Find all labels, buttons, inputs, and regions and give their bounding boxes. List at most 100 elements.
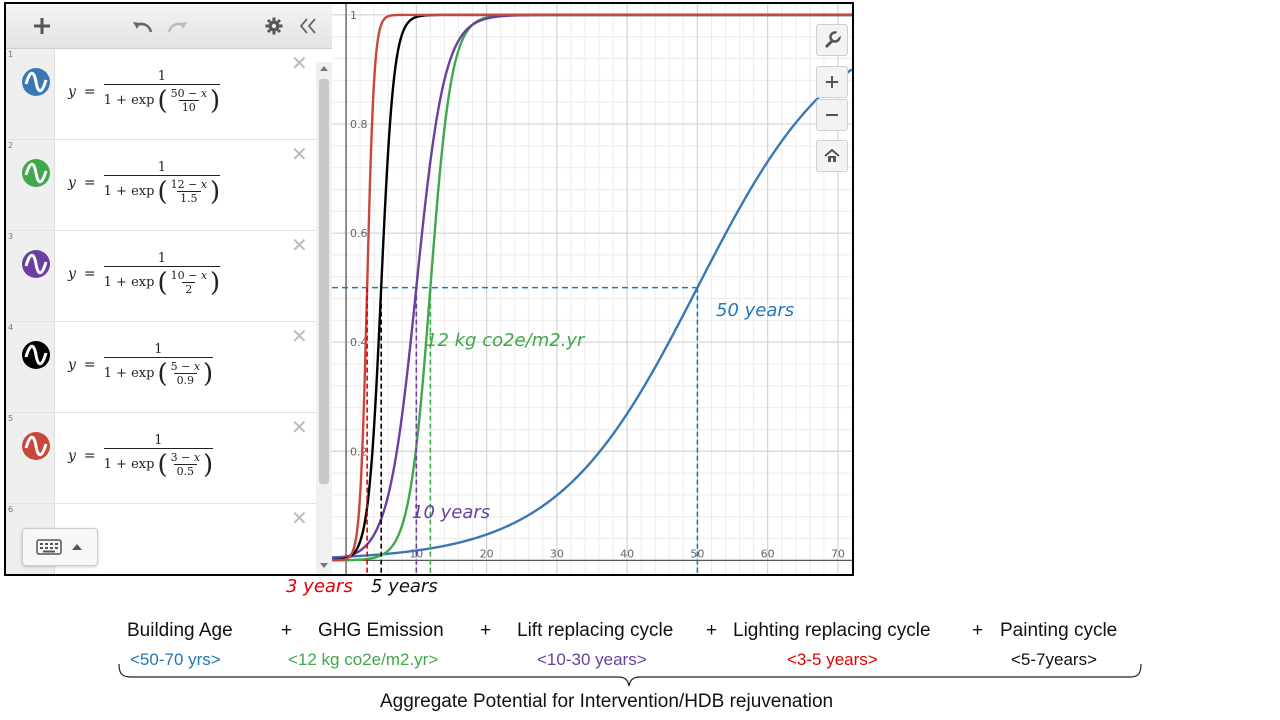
zoom-in-button[interactable]	[816, 66, 848, 98]
denominator: 1 + exp(5 − x 0.9)	[103, 357, 214, 389]
expression-panel: 1 ✕ y = 1 1 + exp(50 − x 10) 2 ✕ y = 1 1 + exp(12 − …	[6, 4, 332, 574]
x-tick-label: 70	[831, 547, 845, 560]
annotation-12-kg: 12 kg co2e/m2.yr	[426, 330, 585, 351]
term-lift-cycle: Lift replacing cycle	[517, 620, 674, 641]
keyboard-icon	[36, 539, 62, 555]
paren-open: (	[157, 85, 168, 116]
center-value: 5	[170, 360, 178, 373]
formula[interactable]: y = 1 1 + exp(12 − x 1.5)	[68, 160, 221, 207]
y-tick-label: 0.8	[350, 118, 368, 131]
numerator: 1	[154, 342, 163, 357]
expression-row[interactable]: 1 ✕ y = 1 1 + exp(50 − x 10)	[6, 49, 316, 140]
numerator: 1	[154, 433, 163, 448]
expression-index: 5	[8, 414, 14, 423]
formula[interactable]: y = 1 1 + exp(50 − x 10)	[68, 69, 221, 116]
one-plus-exp: 1 + exp	[103, 275, 155, 290]
delete-expression-button[interactable]: ✕	[291, 324, 308, 348]
annotation-50-years: 50 years	[716, 300, 795, 321]
curve-color-icon[interactable]	[21, 340, 51, 370]
one-plus-exp: 1 + exp	[103, 184, 155, 199]
redo-icon	[167, 22, 187, 33]
denominator: 1 + exp(3 − x 0.5)	[103, 448, 214, 480]
delete-expression-button[interactable]: ✕	[291, 51, 308, 75]
expression-index: 4	[8, 323, 14, 332]
curve-color-icon[interactable]	[21, 431, 51, 461]
formula[interactable]: y = 1 1 + exp(10 − x 2)	[68, 251, 221, 298]
delete-expression-button[interactable]: ✕	[291, 506, 308, 530]
annotation-3-years: 3 years	[286, 576, 353, 597]
plus-sign: +	[972, 620, 984, 641]
paren-close: )	[203, 358, 214, 389]
numerator: 1	[157, 160, 167, 175]
plus-icon	[34, 18, 50, 34]
paren-open: (	[157, 267, 168, 298]
scale-value: 1.5	[177, 191, 201, 205]
home-icon	[824, 149, 840, 162]
expression-row[interactable]: 2 ✕ y = 1 1 + exp(12 − x 1.5)	[6, 140, 316, 231]
double-chevron-left-icon	[299, 18, 316, 34]
exp-numerator: 12 − x	[170, 178, 208, 191]
center-value: 12	[170, 178, 185, 191]
term-lighting-cycle: Lighting replacing cycle	[733, 620, 931, 641]
settings-button[interactable]	[260, 12, 288, 40]
scroll-up-icon[interactable]	[319, 64, 329, 72]
default-zoom-button[interactable]	[816, 140, 848, 172]
term-ghg-emission: GHG Emission	[318, 620, 444, 641]
plus-sign: +	[706, 620, 718, 641]
formula-equals: =	[83, 447, 96, 464]
graph-area[interactable]: 10 20 30 40 50 60 70 0.2 0.4 0.6 0.8 1 50 years 12 …	[331, 4, 852, 574]
curve-color-icon[interactable]	[21, 67, 51, 97]
formula-y: y	[68, 447, 76, 464]
exp-numerator: 3 − x	[170, 451, 201, 464]
y-tick-label: 0.2	[350, 445, 368, 458]
exp-numerator: 5 − x	[170, 360, 201, 373]
range-lighting: <3-5 years>	[787, 650, 878, 669]
keyboard-toggle-button[interactable]	[22, 528, 98, 566]
curve-color-icon[interactable]	[21, 249, 51, 279]
function-plot[interactable]: 10 20 30 40 50 60 700.20.40.60.81	[331, 4, 852, 574]
redo-button[interactable]	[164, 12, 192, 40]
exp-numerator: 50 − x	[170, 87, 208, 100]
y-tick-label: 0.4	[350, 336, 368, 349]
expression-row[interactable]: 5 ✕ y = 1 1 + exp(3 − x 0.5)	[6, 413, 316, 504]
expression-row[interactable]: 3 ✕ y = 1 1 + exp(10 − x 2)	[6, 231, 316, 322]
graph-settings-button[interactable]	[816, 24, 848, 56]
undo-button[interactable]	[128, 12, 156, 40]
formula-equals: =	[83, 356, 96, 373]
y-tick-label: 0.6	[350, 227, 368, 240]
formula-y: y	[68, 265, 76, 282]
aggregate-brace	[118, 664, 1142, 687]
curve-color-icon[interactable]	[21, 158, 51, 188]
scroll-down-icon[interactable]	[319, 562, 329, 570]
x-tick-label: 20	[480, 547, 494, 560]
formula[interactable]: y = 1 1 + exp(3 − x 0.5)	[68, 433, 214, 480]
delete-expression-button[interactable]: ✕	[291, 142, 308, 166]
one-plus-exp: 1 + exp	[103, 93, 155, 108]
exp-numerator: 10 − x	[170, 269, 208, 282]
scrollbar-thumb[interactable]	[319, 79, 329, 484]
collapse-panel-button[interactable]	[294, 12, 322, 40]
paren-close: )	[210, 85, 221, 116]
term-building-age: Building Age	[127, 620, 233, 641]
plus-sign: +	[281, 620, 293, 641]
delete-expression-button[interactable]: ✕	[291, 233, 308, 257]
graphing-calculator-window: 1 ✕ y = 1 1 + exp(50 − x 10) 2 ✕ y = 1 1 + exp(12 − …	[4, 2, 854, 576]
formula[interactable]: y = 1 1 + exp(5 − x 0.9)	[68, 342, 214, 389]
formula-equals: =	[83, 265, 96, 282]
one-plus-exp: 1 + exp	[103, 366, 155, 381]
x-tick-label: 60	[761, 547, 775, 560]
expression-row[interactable]: 4 ✕ y = 1 1 + exp(5 − x 0.9)	[6, 322, 316, 413]
add-expression-button[interactable]	[28, 12, 56, 40]
expression-index: 2	[8, 141, 14, 150]
gear-icon	[265, 17, 283, 35]
range-lift: <10-30 years>	[537, 650, 647, 669]
delete-expression-button[interactable]: ✕	[291, 415, 308, 439]
paren-open: (	[157, 449, 168, 480]
paren-close: )	[210, 176, 221, 207]
paren-open: (	[157, 176, 168, 207]
function-curve	[331, 68, 852, 559]
zoom-out-button[interactable]	[816, 99, 848, 131]
undo-icon	[133, 22, 153, 33]
range-building-age: <50-70 yrs>	[130, 650, 221, 669]
center-value: 10	[170, 269, 185, 282]
